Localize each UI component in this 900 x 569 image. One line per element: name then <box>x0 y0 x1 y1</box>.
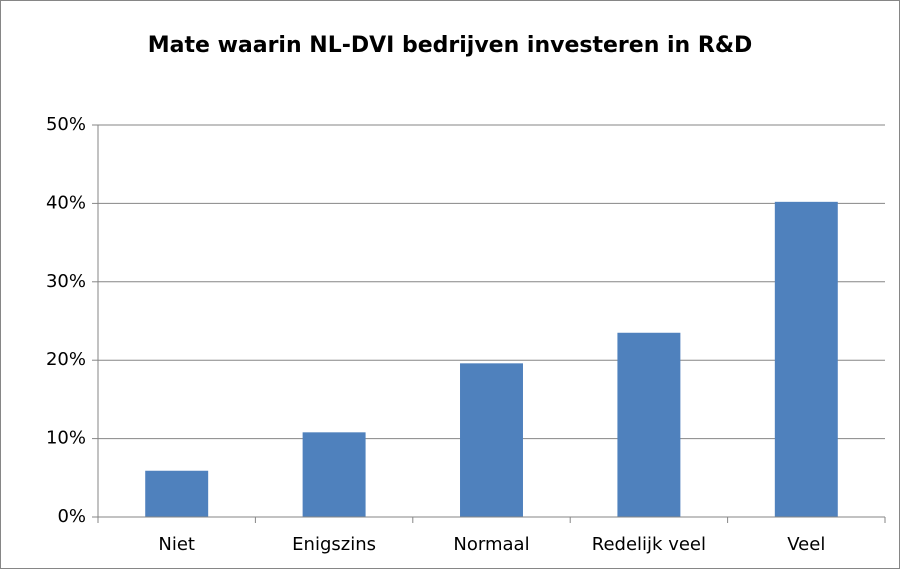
bar <box>774 201 838 517</box>
y-tick-label: 0% <box>57 506 86 527</box>
chart-title: Mate waarin NL-DVI bedrijven investeren … <box>147 33 753 58</box>
y-tick-label: 30% <box>46 271 86 292</box>
x-tick-label: Redelijk veel <box>592 534 706 555</box>
y-tick-label: 10% <box>46 428 86 449</box>
y-tick-label: 20% <box>46 349 86 370</box>
x-tick-label: Niet <box>158 534 195 555</box>
x-tick-label: Veel <box>787 534 825 555</box>
x-tick-label: Enigszins <box>292 534 376 555</box>
bar <box>460 363 523 517</box>
y-tick-label: 40% <box>46 192 86 213</box>
y-tick-label: 50% <box>46 114 86 135</box>
bar <box>617 332 681 517</box>
bar <box>302 432 366 517</box>
x-tick-label: Normaal <box>453 534 529 555</box>
bar <box>145 470 209 517</box>
